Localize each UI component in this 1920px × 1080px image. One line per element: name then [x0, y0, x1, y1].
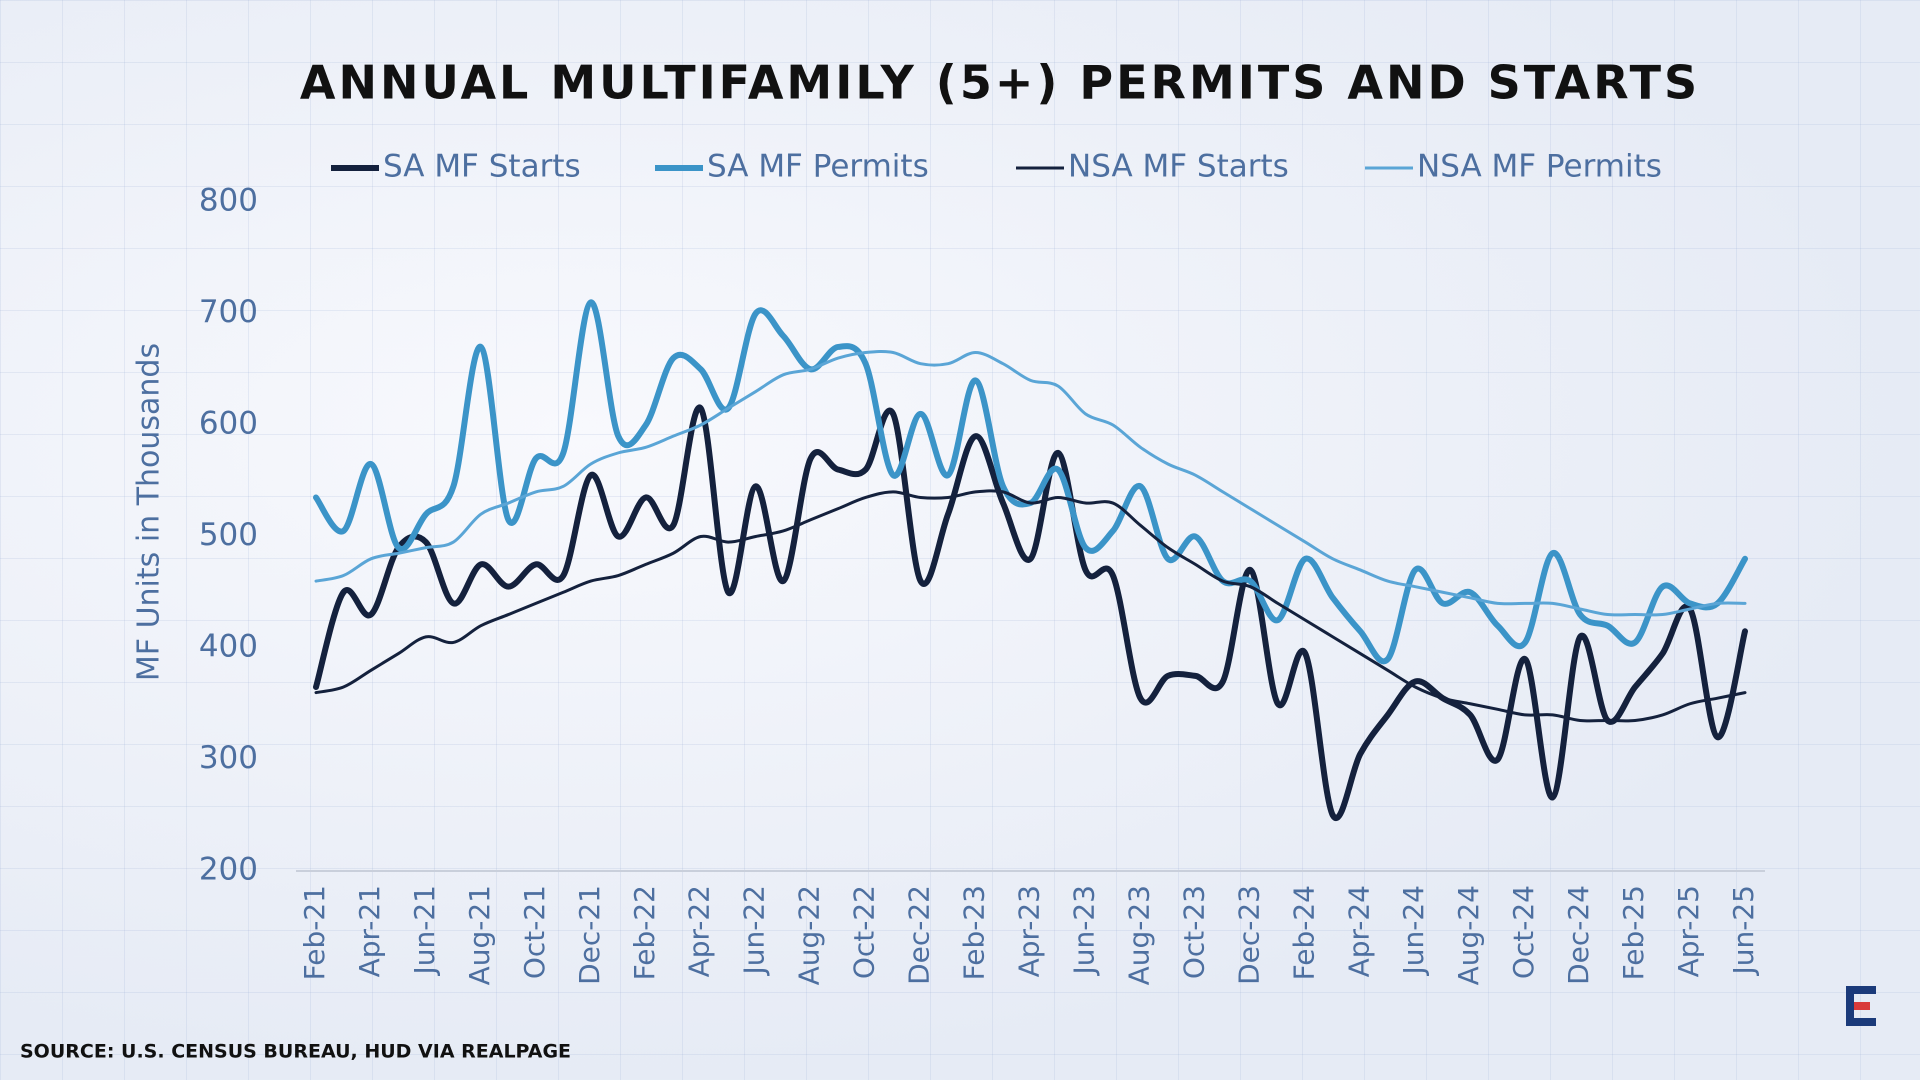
y-tick-label: 600 — [199, 406, 258, 442]
x-tick-label: Dec-21 — [573, 885, 606, 985]
x-tick-label: Dec-23 — [1232, 885, 1265, 985]
x-tick-label: Jun-23 — [1067, 885, 1100, 976]
x-tick-label: Jun-25 — [1727, 885, 1760, 976]
x-tick-label: Feb-25 — [1617, 885, 1650, 980]
x-tick-label: Apr-22 — [683, 885, 716, 977]
y-tick-label: 400 — [199, 629, 258, 665]
chart-title: ANNUAL MULTIFAMILY (5+) PERMITS AND STAR… — [300, 56, 1700, 110]
legend-label: SA MF Starts — [383, 149, 581, 185]
x-tick-label: Aug-23 — [1122, 885, 1155, 985]
series-line — [314, 349, 1747, 617]
x-tick-label: Feb-22 — [628, 885, 661, 980]
x-tick-label: Aug-21 — [463, 885, 496, 985]
y-tick-label: 300 — [199, 740, 258, 776]
x-tick-label: Aug-22 — [793, 885, 826, 985]
x-tick-label: Jun-24 — [1397, 885, 1430, 976]
x-tick-label: Oct-23 — [1177, 885, 1210, 979]
logo-bar — [1846, 1018, 1876, 1026]
x-tick-label: Feb-21 — [298, 885, 331, 980]
x-tick-label: Oct-21 — [518, 885, 551, 979]
x-tick-label: Apr-21 — [353, 885, 386, 977]
x-tick-label: Jun-22 — [738, 885, 771, 976]
y-tick-label: 800 — [199, 183, 258, 219]
logo-bar — [1846, 1002, 1870, 1010]
x-tick-label: Dec-24 — [1562, 885, 1595, 985]
logo-bar — [1846, 986, 1876, 994]
y-tick-label: 500 — [199, 517, 258, 553]
x-tick-label: Aug-24 — [1452, 885, 1485, 985]
x-tick-label: Feb-23 — [958, 885, 991, 980]
x-tick-label: Apr-24 — [1342, 885, 1375, 977]
x-tick-label: Oct-24 — [1507, 885, 1540, 979]
legend-label: SA MF Permits — [707, 149, 929, 185]
legend-label: NSA MF Permits — [1417, 149, 1662, 185]
x-tick-label: Dec-22 — [903, 885, 936, 985]
x-tick-label: Apr-23 — [1013, 885, 1046, 977]
y-tick-label: 200 — [199, 852, 258, 888]
series-line — [314, 489, 1747, 723]
source: SOURCE: U.S. CENSUS BUREAU, HUD VIA REAL… — [20, 1041, 571, 1063]
x-tick-label: Oct-22 — [848, 885, 881, 979]
series-line — [313, 299, 1748, 665]
x-tick-label: Jun-21 — [408, 885, 441, 976]
y-axis-label: MF Units in Thousands — [132, 343, 167, 681]
logo — [1846, 986, 1876, 1026]
series-line — [313, 404, 1748, 821]
logo-bar — [1846, 986, 1854, 1026]
x-tick-label: Feb-24 — [1287, 885, 1320, 980]
y-tick-label: 700 — [199, 294, 258, 330]
x-tick-label: Apr-25 — [1672, 885, 1705, 977]
legend-label: NSA MF Starts — [1068, 149, 1289, 185]
